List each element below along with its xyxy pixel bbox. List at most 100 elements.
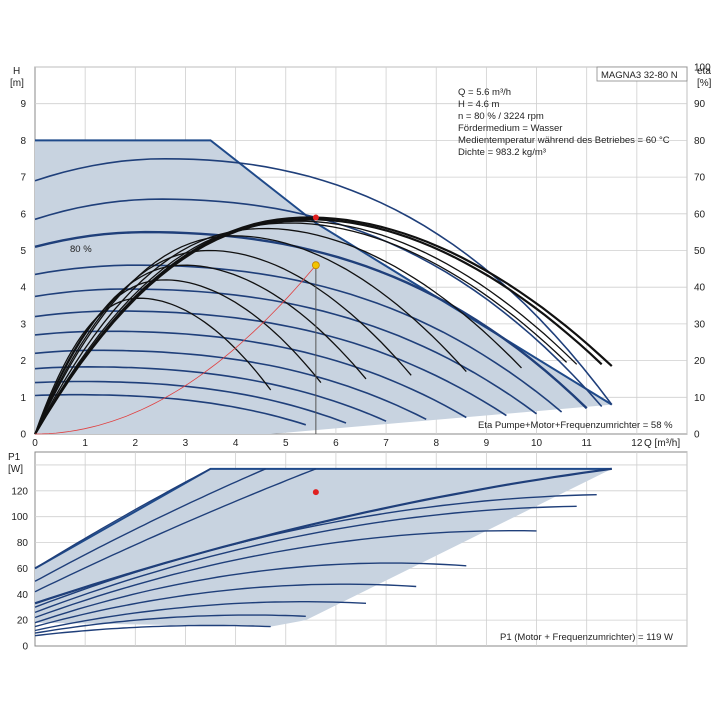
y-tick-label-left: 8 [20,136,26,147]
x-tick-label: 3 [183,438,189,449]
y-tick-label-right: 30 [694,319,706,330]
power-operating-point [312,489,319,496]
info-line-density: Dichte = 983.2 kg/m³ [458,147,546,158]
power-footer-label: P1 (Motor + Frequenzumrichter) = 119 W [500,632,673,643]
y-axis-unit-h: [m] [10,78,24,89]
y-tick-label-right: 0 [694,430,700,441]
info-line-speed: n = 80 % / 3224 rpm [458,111,544,122]
efficiency-curve [34,279,322,435]
power-curve [34,530,537,619]
bottom-y-tick-label: 20 [17,616,29,627]
power-curve [34,468,211,569]
x-tick-label: 12 [631,438,643,449]
bottom-y-tick-label: 100 [11,512,28,523]
bottom-y-ticks: 0 20 40 60 80 100 120 [11,486,28,652]
y-tick-label-right: 40 [694,283,706,294]
operating-point-markers [311,214,320,434]
x-tick-label: 9 [484,438,490,449]
info-line-flow: Q = 5.6 m³/h [458,87,511,98]
x-tick-label: 2 [133,438,139,449]
power-curve [34,505,577,614]
efficiency-point-marker [312,214,319,221]
chart-title-box [596,66,688,82]
efficiency-curve [34,249,412,435]
efficiency-footer-label: Eta Pumpe+Motor+Frequenzumrichter = 58 % [478,420,673,431]
pump-curve [34,393,307,426]
chart-title: MAGNA3 32-80 N [601,70,678,81]
pump-curve [34,380,347,424]
y-tick-label-right: 70 [694,173,706,184]
y-axis-unit-p1: [W] [8,464,23,475]
system-curve [34,264,317,435]
y-tick-label-left: 2 [20,356,26,367]
x-tick-label: 0 [32,438,38,449]
y-tick-label-left: 5 [20,246,26,257]
efficiency-curve [34,297,272,435]
power-curve [34,614,306,634]
y-axis-label-h: H [13,66,20,77]
pump-curve [34,349,427,421]
y-tick-label-right: 60 [694,209,706,220]
top-y-ticks-left: 0 1 2 3 4 5 6 7 8 9 [20,99,26,440]
x-tick-label: 10 [531,438,543,449]
y-tick-label-right: 10 [694,393,706,404]
efficiency-curve [34,220,578,435]
power-curve [34,562,467,624]
pump-curve [34,230,588,410]
efficiency-curve [34,227,522,435]
power-curve [34,468,266,582]
x-tick-label: 8 [433,438,439,449]
y-tick-label-left: 9 [20,99,26,110]
y-axis-label-eta: eta [697,66,711,77]
y-tick-label-left: 7 [20,173,26,184]
x-tick-label: 4 [233,438,239,449]
efficiency-curves [34,216,613,435]
pump-curve [34,264,563,413]
efficiency-curve [34,218,603,435]
y-tick-label-right: 100 [694,63,711,74]
y-tick-label-right: 20 [694,356,706,367]
operating-point-marker [311,261,320,270]
y-tick-label-left: 6 [20,209,26,220]
bottom-y-tick-label: 120 [11,486,28,497]
power-curve [34,624,271,637]
info-line-head: H = 4.6 m [458,99,500,110]
info-line-temperature: Medientemperatur während des Betriebes =… [458,135,670,146]
x-tick-label: 11 [581,438,592,449]
curve-label-80: 80 % [70,244,92,255]
pump-curve [34,157,613,406]
system-curve-line [34,264,317,435]
y-axis-label-p1: P1 [8,452,21,463]
x-tick-label: 6 [333,438,339,449]
x-tick-label: 7 [383,438,389,449]
efficiency-curve [34,222,568,435]
power-curve [34,601,367,632]
bottom-envelope-outline [34,467,612,570]
power-curves [34,467,612,637]
power-curve [34,468,317,593]
power-curve [34,494,597,608]
bottom-y-tick-label: 40 [17,590,29,601]
bottom-y-tick-label: 60 [17,564,29,575]
power-curve [34,583,417,628]
pump-curve [34,365,387,422]
y-tick-label-left: 4 [20,283,26,294]
x-tick-label: 1 [82,438,88,449]
efficiency-curve [34,235,467,435]
y-tick-label-right: 80 [694,136,706,147]
y-tick-label-left: 1 [20,393,26,404]
y-tick-label-left: 3 [20,319,26,330]
y-tick-label-right: 50 [694,246,706,257]
y-tick-label-left: 0 [20,430,26,441]
y-tick-label-right: 90 [694,99,706,110]
x-axis-label: Q [m³/h] [644,438,680,449]
top-y-ticks-right: 0 10 20 30 40 50 60 70 80 90 100 [694,63,711,441]
info-line-medium: Fördermedium = Wasser [458,123,562,134]
bottom-y-tick-label: 80 [17,538,29,549]
power-point-marker [312,489,319,496]
power-chart: P1 [W] P1 (Motor + Frequenzumrichter) = … [8,451,688,653]
efficiency-curve [34,264,367,435]
bottom-y-tick-label: 0 [22,642,28,653]
x-tick-label: 5 [283,438,289,449]
